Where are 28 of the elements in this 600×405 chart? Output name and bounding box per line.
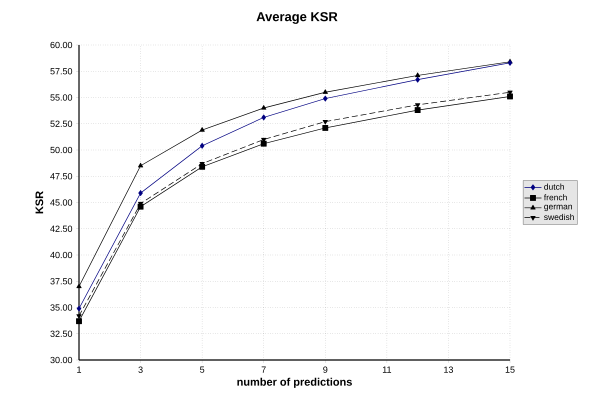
x-axis-title: number of predictions (237, 378, 352, 388)
legend-label: swedish (544, 214, 574, 220)
y-tick-label: 52.50 (50, 120, 72, 127)
y-tick-label: 30.00 (50, 356, 72, 364)
chart-title: Average KSR (256, 12, 338, 24)
y-tick-label: 60.00 (50, 42, 72, 48)
x-tick-label: 13 (444, 366, 454, 373)
y-tick-label: 45.00 (50, 199, 72, 206)
x-tick-label: 5 (200, 366, 204, 373)
y-tick-label: 57.50 (50, 68, 72, 74)
y-tick-label: 35.00 (50, 304, 72, 311)
y-tick-label: 32.50 (50, 330, 72, 337)
y-tick-label: 50.00 (50, 146, 72, 154)
x-tick-label: 15 (506, 366, 515, 373)
y-tick-label: 40.00 (50, 252, 72, 258)
y-tick-label: 47.50 (50, 173, 72, 180)
legend-label: german (544, 204, 572, 212)
x-tick-label: 7 (262, 366, 266, 373)
legend-label: dutch (544, 184, 564, 190)
legend-label: french (544, 194, 567, 200)
x-tick-label: 3 (138, 366, 143, 373)
x-tick-label: 9 (323, 366, 328, 373)
x-tick-label: 11 (382, 366, 392, 373)
y-tick-label: 37.50 (50, 278, 72, 284)
y-axis-title: KSR (35, 191, 44, 214)
y-tick-label: 42.50 (50, 226, 72, 232)
y-tick-label: 55.00 (50, 94, 72, 101)
x-tick-label: 1 (77, 366, 82, 373)
